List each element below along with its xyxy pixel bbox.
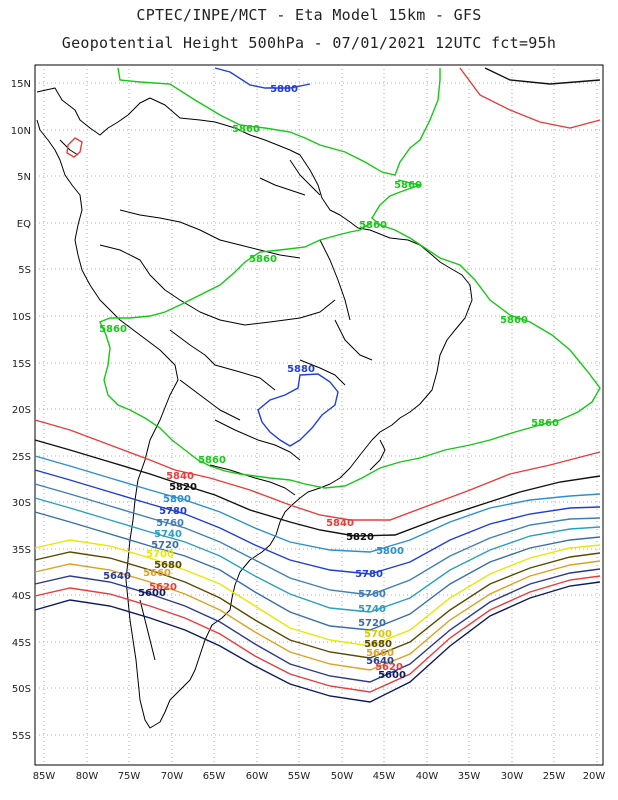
contour-label-5880: 5880 [287, 364, 315, 375]
contour-5840 [34, 419, 601, 521]
contour-label-5860: 5860 [99, 324, 127, 335]
contour-label-5860: 5860 [500, 315, 528, 326]
contour-label-5760: 5760 [358, 589, 386, 600]
contour-label-5860: 5860 [394, 180, 422, 191]
latitude-labels: 15N 10N 5N EQ 5S 10S 15S 20S 25S 30S 35S… [11, 79, 31, 742]
contour-5660 [34, 560, 601, 671]
lon-label: 55W [288, 771, 311, 782]
contour-label-5600: 5600 [138, 588, 166, 599]
contour-label-5880: 5880 [270, 84, 298, 95]
contour-label-5860: 5860 [249, 254, 277, 265]
lat-label: EQ [17, 219, 31, 230]
lon-label: 40W [416, 771, 439, 782]
lon-label: 65W [203, 771, 226, 782]
contour-label-5780: 5780 [355, 569, 383, 580]
lat-label: 45S [12, 638, 31, 649]
longitude-labels: 85W 80W 75W 70W 65W 60W 55W 50W 45W 40W … [33, 771, 606, 782]
lon-label: 35W [458, 771, 481, 782]
lon-label: 45W [373, 771, 396, 782]
contour-5680 [34, 551, 601, 659]
contour-label-5720: 5720 [358, 618, 386, 629]
lat-label: 15N [11, 79, 31, 90]
contour-5760 [34, 483, 601, 596]
lon-label: 85W [33, 771, 56, 782]
graticule [35, 65, 603, 765]
chart-subtitle: Geopotential Height 500hPa - 07/01/2021 … [61, 34, 557, 52]
contour-5720 [34, 511, 601, 631]
contour-label-5800: 5800 [163, 494, 191, 505]
contour-label-5740: 5740 [154, 529, 182, 540]
contour-5880-center [257, 373, 339, 447]
lat-label: 10N [11, 126, 31, 137]
contour-5800 [34, 455, 601, 553]
coastline [36, 87, 473, 729]
contour-label-5700: 5700 [364, 629, 392, 640]
contour-5740 [34, 497, 601, 613]
lon-label: 75W [118, 771, 141, 782]
contour-label-5780: 5780 [159, 506, 187, 517]
contour-label-5860: 5860 [198, 455, 226, 466]
contour-5880-north [214, 67, 311, 89]
lon-label: 60W [246, 771, 269, 782]
chart-title: CPTEC/INPE/MCT - Eta Model 15km - GFS [136, 6, 482, 24]
contour-5700 [34, 539, 601, 647]
contour-label-5660: 5660 [366, 648, 394, 659]
lon-label: 30W [501, 771, 524, 782]
contour-label-5860: 5860 [232, 124, 260, 135]
contour-label-5760: 5760 [156, 518, 184, 529]
contour-label-5800: 5800 [376, 546, 404, 557]
contour-label-5600: 5600 [378, 670, 406, 681]
lat-label: 20S [12, 405, 31, 416]
contour-red-northeast [459, 67, 601, 129]
contour-label-5660: 5660 [143, 568, 171, 579]
lat-label: 55S [12, 731, 31, 742]
lat-label: 15S [12, 359, 31, 370]
southern-contours [34, 419, 601, 703]
lat-label: 5N [17, 172, 31, 183]
lat-label: 30S [12, 498, 31, 509]
contour-label-5820: 5820 [169, 482, 197, 493]
lon-label: 70W [161, 771, 184, 782]
contour-label-5680: 5680 [154, 560, 182, 571]
contour-label-5620: 5620 [375, 662, 403, 673]
lon-label: 25W [543, 771, 566, 782]
contour-5820 [34, 439, 601, 537]
contour-5780 [34, 469, 601, 575]
lat-label: 5S [18, 265, 31, 276]
contour-label-5640: 5640 [103, 571, 131, 582]
contour-5620 [34, 575, 601, 693]
contour-label-5720: 5720 [151, 540, 179, 551]
lat-label: 50S [12, 684, 31, 695]
contour-label-5680: 5680 [364, 639, 392, 650]
contour-label-5820: 5820 [346, 532, 374, 543]
contour-5640 [34, 568, 601, 683]
contour-label-5860: 5860 [531, 418, 559, 429]
contour-label-5840: 5840 [166, 471, 194, 482]
contour-label-5840: 5840 [326, 518, 354, 529]
contour-label-5620: 5620 [149, 582, 177, 593]
contour-5600 [34, 581, 601, 703]
contour-5860 [99, 67, 601, 489]
contour-label-5860: 5860 [359, 220, 387, 231]
contour-label-5740: 5740 [358, 604, 386, 615]
lon-label: 50W [331, 771, 354, 782]
lat-label: 35S [12, 545, 31, 556]
southern-contour-labels: 5840 5840 5820 5820 5800 5800 5780 5780 … [103, 471, 406, 681]
contour-black-northeast [484, 67, 601, 85]
lat-label: 40S [12, 591, 31, 602]
contour-small-low [66, 137, 83, 158]
contour-label-5640: 5640 [366, 656, 394, 667]
lat-label: 25S [12, 452, 31, 463]
contour-label-5700: 5700 [146, 549, 174, 560]
lat-label: 10S [12, 312, 31, 323]
lon-label: 80W [76, 771, 99, 782]
lon-label: 20W [583, 771, 606, 782]
